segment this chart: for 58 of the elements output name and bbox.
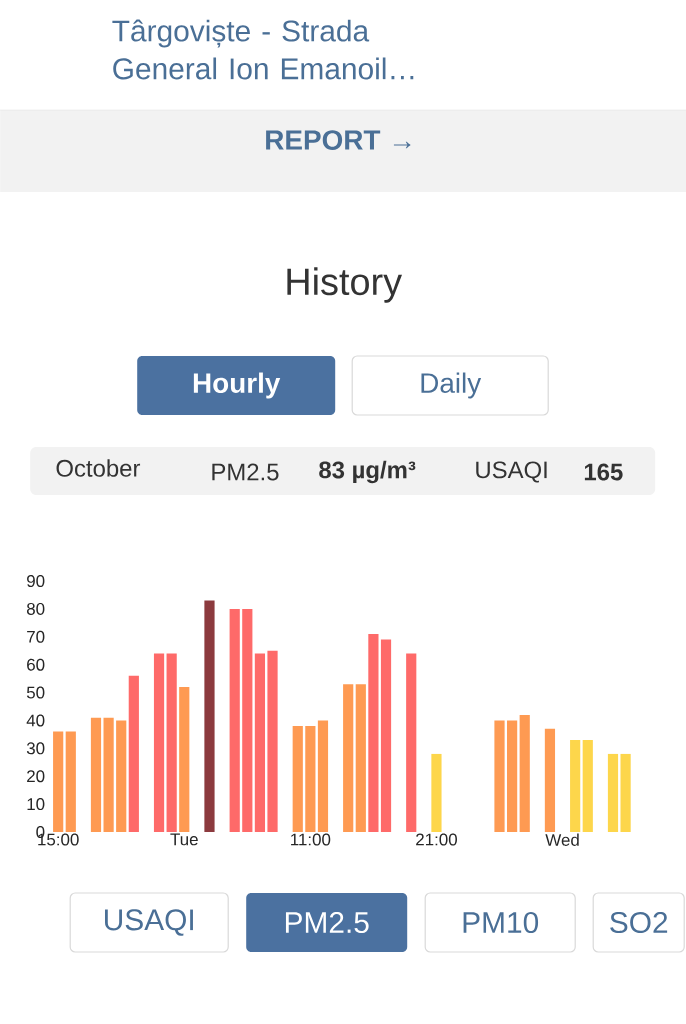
text: 83 µg/m³ [318,460,416,484]
text: PM2.5 [212,463,279,481]
text: 165 [584,463,623,481]
bar [65,731,76,833]
bar [342,684,354,833]
bar [178,686,190,833]
y-tick-label: 80 [26,602,45,615]
text: Daily [421,372,481,399]
text: REPORT → [265,130,411,150]
bar [229,608,240,833]
bar [166,653,177,833]
text: USAQI [476,461,547,483]
y-tick-label: 90 [26,575,45,588]
bar [569,739,581,833]
y-tick-label: 50 [26,686,45,699]
bar [115,720,127,833]
x-tick-label: Tue [170,833,198,846]
x-tick-label: 11:00 [290,833,331,846]
bar [305,726,316,833]
text: October [56,459,140,477]
bar [103,717,114,833]
text: PM2.5 [285,911,369,934]
bar [90,717,101,833]
x-tick-label: 21:00 [415,833,457,846]
bar [405,653,417,833]
bar [317,720,328,833]
text: PM10 [463,911,538,934]
bar [582,739,593,833]
bar [506,720,518,833]
y-tick-label: 70 [26,630,45,643]
bar [204,600,215,833]
y-tick-label: 20 [26,770,45,783]
bar [607,753,618,833]
bar [544,728,555,833]
bar [368,634,379,833]
x-tick-label: Wed [545,833,579,846]
text: USAQI [104,909,193,936]
text: Hourly [193,372,281,399]
bar [153,653,164,833]
bar [431,753,442,833]
bar [292,726,303,833]
bar [355,684,366,833]
bar [52,731,64,833]
bar [620,753,631,833]
bar [380,639,391,833]
y-tick-label: 40 [26,714,45,727]
bar [128,675,139,833]
bar [519,714,530,833]
bar [494,720,505,833]
chart-title: Târgoviște - Strada General Ion Emanoil… [112,19,414,80]
y-tick-label: 60 [26,658,45,671]
text: SO2 [609,911,667,934]
y-tick-label: 30 [26,742,45,755]
bar [267,650,278,833]
bar [242,608,253,833]
bar [254,653,265,833]
y-tick-label: 10 [27,798,45,811]
chart-subtitle: History [287,267,402,303]
